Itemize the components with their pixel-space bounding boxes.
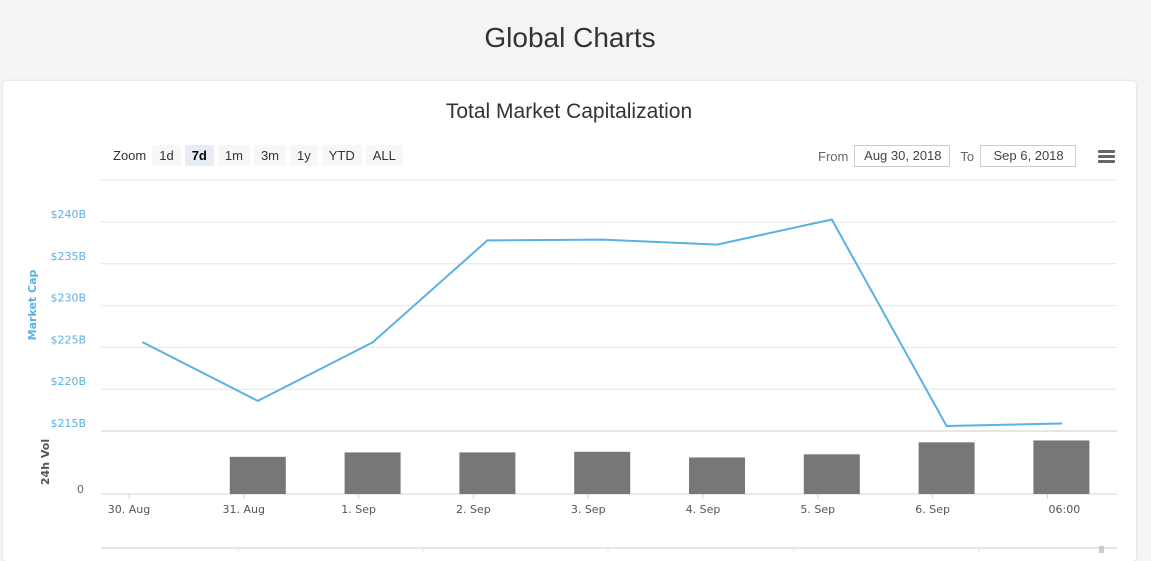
market-cap-point	[716, 243, 718, 246]
menu-bar	[1098, 155, 1115, 158]
x-tick-label: 30. Aug	[108, 503, 150, 516]
zoom-button-1d[interactable]: 1d	[152, 144, 181, 166]
x-tick-label: 6. Sep	[915, 503, 950, 516]
zoom-label: Zoom	[113, 147, 147, 163]
market-cap-point	[142, 341, 144, 344]
y-tick-label: $220B	[50, 375, 86, 388]
x-tick-label: 1. Sep	[341, 503, 376, 516]
zoom-bar: Zoom 1d 7d 1m 3m 1y YTD ALL	[113, 144, 407, 166]
market-cap-point	[256, 399, 259, 402]
volume-axis-label: 24h Vol	[39, 439, 52, 485]
chart-title: Total Market Capitalization	[445, 100, 693, 123]
hamburger-menu-icon[interactable]	[1098, 150, 1115, 163]
zoom-button-all[interactable]: ALL	[365, 144, 403, 166]
volume-bar	[918, 442, 975, 494]
menu-bar	[1098, 150, 1115, 153]
volume-tick-label: 0	[77, 483, 84, 496]
y-tick-label: $215B	[50, 417, 86, 430]
y-tick-label: $225B	[50, 333, 86, 346]
volume-bar	[459, 452, 516, 494]
market-cap-point	[486, 239, 489, 242]
navigator[interactable]	[101, 546, 1117, 553]
date-range-selector: From Aug 30, 2018 To Sep 6, 2018	[818, 145, 1086, 167]
page-title: Global Charts	[484, 22, 656, 53]
volume-bar	[229, 456, 286, 494]
market-cap-point	[601, 238, 604, 241]
to-label: To	[960, 148, 975, 164]
market-cap-line	[142, 218, 1063, 427]
volume-bar	[344, 452, 401, 494]
zoom-button-1m[interactable]: 1m	[217, 144, 250, 166]
zoom-button-7d[interactable]: 7d	[184, 144, 214, 166]
x-tick-label: 31. Aug	[223, 503, 265, 516]
market-cap-point	[830, 218, 833, 221]
x-tick-label: 5. Sep	[800, 503, 835, 516]
y-tick-label: $230B	[50, 292, 86, 305]
y-tick-label: $240B	[50, 208, 86, 221]
y-axis-label: Market Cap	[26, 270, 39, 341]
market-cap-point	[371, 341, 374, 344]
menu-bar	[1098, 160, 1115, 163]
volume-bar	[803, 454, 860, 494]
from-label: From	[818, 148, 849, 164]
x-tick-label: 06:00	[1049, 503, 1081, 516]
market-cap-point	[945, 424, 948, 427]
zoom-button-3m[interactable]: 3m	[253, 144, 286, 166]
zoom-button-1y[interactable]: 1y	[290, 144, 318, 166]
from-date-input[interactable]: Aug 30, 2018	[854, 145, 951, 167]
market-cap-series-line	[142, 218, 1062, 427]
volume-bar	[689, 457, 745, 494]
volume-bar	[1033, 440, 1090, 494]
volume-bars	[229, 440, 1090, 494]
x-tick-label: 4. Sep	[686, 503, 721, 516]
y-axis-ticks: $215B $220B $225B $230B $235B $240B 0	[50, 208, 86, 496]
zoom-button-ytd[interactable]: YTD	[321, 144, 362, 166]
x-tick-label: 3. Sep	[571, 503, 606, 516]
navigator-handle[interactable]	[1099, 546, 1104, 553]
to-date-input[interactable]: Sep 6, 2018	[980, 145, 1077, 167]
y-tick-label: $235B	[50, 250, 86, 263]
x-tick-label: 2. Sep	[456, 503, 491, 516]
volume-bar	[574, 451, 631, 494]
x-axis-ticks: 30. Aug 31. Aug 1. Sep 2. Sep 3. Sep 4. Sep 5.…	[108, 494, 1080, 516]
market-cap-point	[1060, 422, 1063, 425]
